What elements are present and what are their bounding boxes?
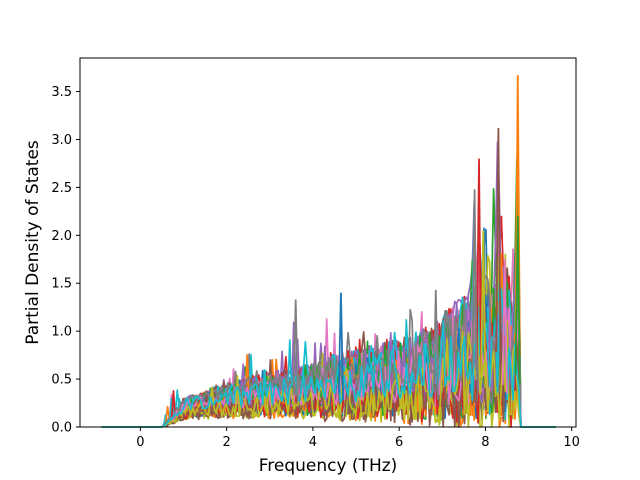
pdos-peak: [337, 292, 344, 401]
y-tick-label: 0.0: [51, 421, 72, 436]
y-tick-label: 0.5: [51, 373, 72, 388]
pdos-peak: [501, 259, 508, 394]
x-axis: 0 2 4 6 8 10: [136, 427, 580, 450]
y-tick-label: 1.5: [51, 277, 72, 292]
pdos-peak: [471, 189, 478, 380]
y-tick-label: 3.0: [51, 133, 72, 148]
pdos-peak: [495, 127, 502, 368]
y-tick-label: 2.5: [51, 181, 72, 196]
y-tick-label: 3.5: [51, 85, 72, 100]
x-tick-label: 0: [136, 435, 144, 450]
pdos-peak: [292, 299, 299, 402]
x-tick-label: 10: [563, 435, 580, 450]
series-group: [101, 75, 556, 428]
pdos-series-line: [101, 288, 556, 428]
y-tick-label: 1.0: [51, 325, 72, 340]
x-axis-label: Frequency (THz): [259, 456, 398, 476]
pdos-peak: [514, 216, 521, 385]
x-tick-label: 8: [481, 435, 489, 450]
x-tick-label: 6: [395, 435, 403, 450]
pdos-peak: [432, 289, 439, 400]
x-tick-label: 2: [223, 435, 231, 450]
pdos-peak: [475, 158, 482, 374]
y-tick-label: 2.0: [51, 229, 72, 244]
plot-frame: [79, 57, 577, 428]
y-axis: 0.0 0.5 1.0 1.5 2.0 2.5 3.0 3.5: [51, 85, 80, 436]
pdos-peak: [480, 230, 487, 388]
y-axis-label: Partial Density of States: [23, 140, 43, 345]
x-tick-label: 4: [309, 435, 317, 450]
